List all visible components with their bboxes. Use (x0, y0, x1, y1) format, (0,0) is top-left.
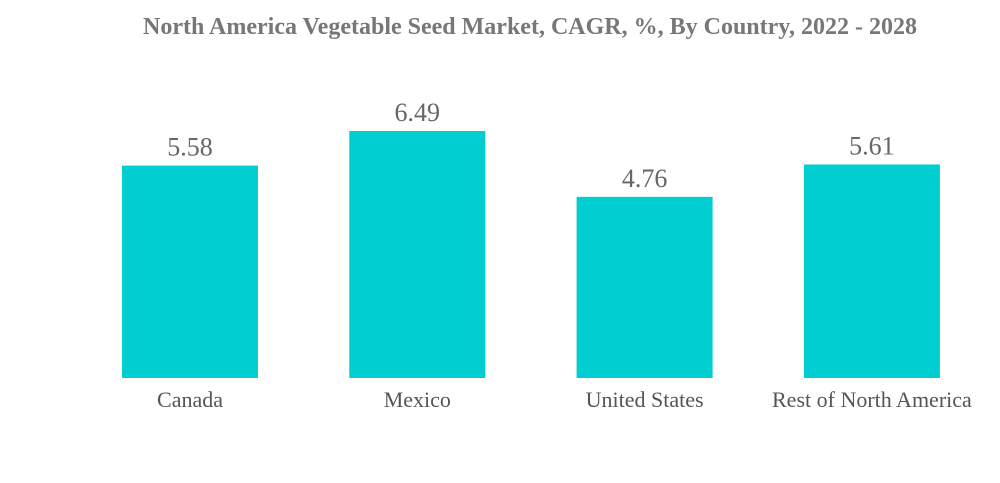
data-label: 4.76 (622, 164, 668, 193)
x-tick-label: Mexico (384, 387, 451, 412)
x-tick-label: United States (586, 387, 704, 412)
x-tick-label: Rest of North America (772, 387, 972, 412)
data-label: 6.49 (395, 98, 441, 127)
data-label: 5.61 (849, 131, 895, 160)
bar-rest-of-north-america (803, 164, 940, 378)
data-label: 5.58 (167, 133, 213, 162)
bar-united-states (576, 196, 713, 378)
bar-canada (122, 165, 258, 378)
x-tick-label: Canada (157, 387, 223, 412)
chart-title: North America Vegetable Seed Market, CAG… (143, 14, 917, 40)
bar-mexico (349, 131, 486, 378)
